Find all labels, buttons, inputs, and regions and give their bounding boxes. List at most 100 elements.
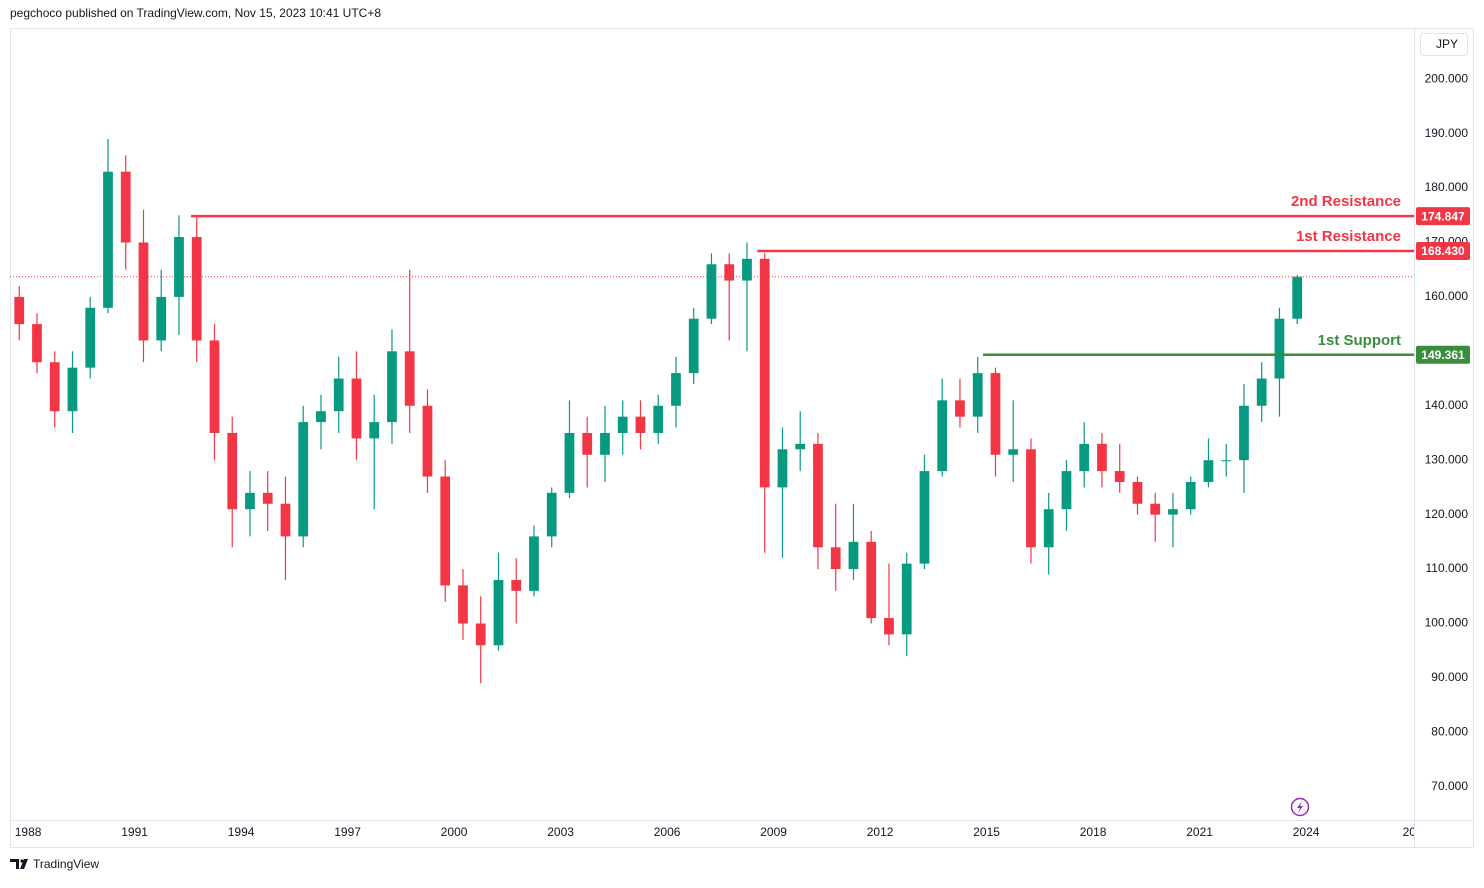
- candle-body: [688, 318, 699, 374]
- candle-body: [422, 405, 433, 477]
- level-price-label: 174.847: [1421, 209, 1465, 223]
- candle-body: [14, 296, 25, 325]
- x-tick-label: 1997: [334, 825, 361, 839]
- candle-body: [1097, 443, 1107, 472]
- candle-body: [475, 623, 486, 646]
- candle-body: [1203, 460, 1214, 482]
- y-tick-label: 120.000: [1425, 507, 1469, 521]
- publish-info: pegchoco published on TradingView.com, N…: [10, 6, 381, 20]
- chart-frame: [10, 28, 1474, 848]
- candle-body: [919, 471, 930, 564]
- y-tick-label: 70.000: [1431, 779, 1468, 793]
- candle-body: [138, 242, 149, 341]
- level-name: 2nd Resistance: [1291, 193, 1401, 210]
- candle-body: [795, 443, 806, 450]
- x-tick-label: 1988: [15, 825, 42, 839]
- y-tick-label: 140.000: [1425, 398, 1469, 412]
- candle-body: [1008, 449, 1019, 455]
- candle-body: [830, 547, 841, 570]
- time-axis: 1988 1991 1994 1997 2000 2003 2006 2009 2012 2015…: [15, 825, 1414, 839]
- x-tick-label: 2015: [973, 825, 1000, 839]
- logo-t: [10, 859, 19, 869]
- candle-body: [1132, 481, 1143, 504]
- level-price-tag: [1416, 345, 1470, 364]
- candle-body: [529, 536, 539, 591]
- level-price-tag: [1416, 207, 1470, 226]
- currency-button[interactable]: [1420, 33, 1468, 56]
- candle-body: [49, 362, 60, 412]
- candle-body: [191, 237, 202, 341]
- brand-name: TradingView: [33, 857, 99, 871]
- candle-body: [32, 324, 42, 363]
- x-tick-label: 2006: [654, 825, 681, 839]
- candle-body: [546, 492, 557, 537]
- y-tick-label: 110.000: [1426, 561, 1469, 575]
- candle-body: [85, 307, 96, 368]
- candle-body: [156, 296, 167, 341]
- x-tick-label: 2009: [760, 825, 787, 839]
- level-price-label: 149.361: [1421, 348, 1465, 362]
- y-tick-label: 190.000: [1425, 126, 1469, 140]
- x-tick-label: 2021: [1186, 825, 1213, 839]
- level-name: 1st Support: [1318, 332, 1401, 349]
- alert-circle: [1290, 797, 1310, 817]
- candle-body: [600, 432, 610, 455]
- alert-icon[interactable]: [1290, 797, 1310, 817]
- candle-body: [742, 258, 752, 281]
- candle-body: [458, 585, 468, 624]
- candle-body: [955, 400, 965, 417]
- candle-body: [724, 264, 735, 281]
- y-tick-label: 80.000: [1431, 725, 1468, 739]
- candle-body: [1221, 460, 1232, 462]
- candle-body: [67, 367, 78, 412]
- x-tick-label: 1994: [228, 825, 255, 839]
- candle-body: [1043, 509, 1054, 548]
- candle-body: [387, 351, 397, 423]
- candle-body: [972, 373, 983, 417]
- candle-body: [1256, 378, 1267, 406]
- level-name: 1st Resistance: [1296, 228, 1401, 245]
- candle-body: [262, 492, 273, 504]
- candle-body: [866, 541, 877, 619]
- candle-body: [351, 378, 362, 439]
- candle-body: [564, 432, 575, 493]
- candle-body: [298, 422, 309, 537]
- candle-body: [1292, 276, 1303, 319]
- x-tick-label: 2024: [1293, 825, 1320, 839]
- level-price-tag: [1416, 242, 1470, 261]
- candle-body: [333, 378, 344, 412]
- y-tick-label: 160.000: [1425, 289, 1469, 303]
- candle-body: [245, 492, 255, 510]
- candle-body: [706, 264, 717, 319]
- candle-body: [671, 373, 681, 406]
- candle-body: [103, 171, 113, 308]
- x-tick-label: 2003: [547, 825, 574, 839]
- candle-body: [1079, 443, 1090, 472]
- x-tick-label: 2012: [867, 825, 894, 839]
- candle-body: [759, 258, 770, 488]
- logo-v: [20, 859, 28, 869]
- candle-body: [813, 443, 823, 548]
- candle-body: [1026, 449, 1036, 548]
- logo-dot: [20, 859, 24, 863]
- plot-area: [10, 139, 1414, 684]
- candle-body: [209, 340, 220, 433]
- y-tick-label: 200.000: [1425, 71, 1469, 85]
- candle-body: [937, 400, 948, 472]
- candle-body: [617, 416, 628, 433]
- candle-body: [404, 351, 415, 406]
- candle-body: [848, 541, 859, 570]
- candle-body: [227, 432, 238, 510]
- y-tick-label: 180.000: [1425, 180, 1469, 194]
- candle-body: [1061, 471, 1072, 510]
- candle-body: [174, 237, 184, 297]
- y-tick-label: 100.000: [1425, 616, 1469, 630]
- x-tick-label: 1991: [121, 825, 148, 839]
- candle-body: [1274, 318, 1285, 379]
- candle-body: [369, 422, 380, 439]
- candle-body: [1114, 471, 1125, 482]
- tv-logo: [10, 859, 28, 869]
- candle-body: [635, 416, 646, 433]
